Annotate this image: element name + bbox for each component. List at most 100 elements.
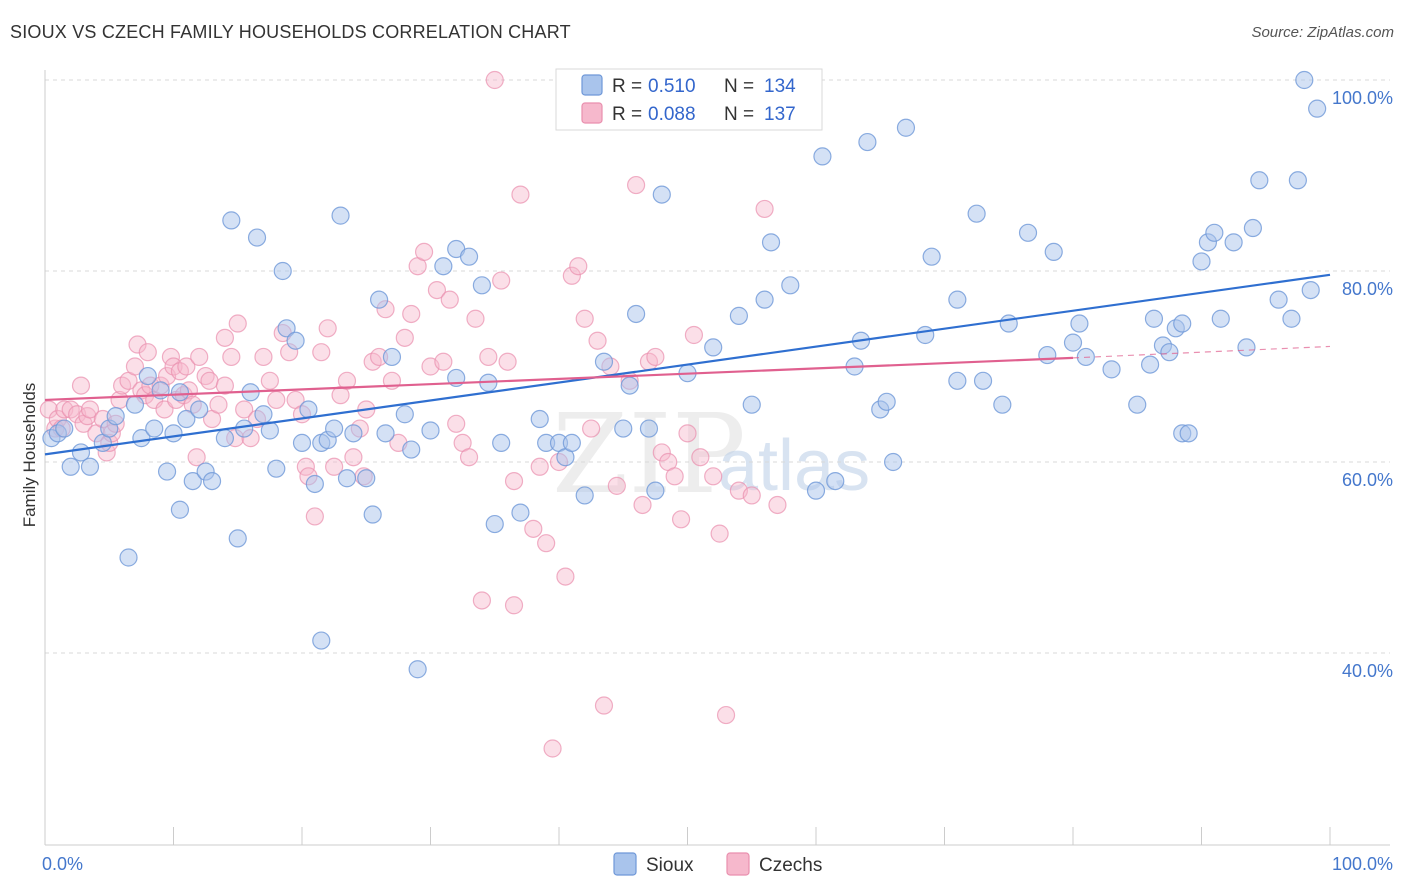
sioux-point [1288, 171, 1307, 190]
czechs-point [318, 319, 337, 338]
czechs-trend-extension [1072, 345, 1331, 359]
sioux-point [222, 211, 241, 230]
czechs-point [459, 448, 479, 467]
sioux-point [408, 660, 427, 679]
czechs-point [537, 534, 556, 553]
sioux-point [896, 118, 916, 137]
czechs-point [562, 266, 581, 285]
sioux-point [639, 419, 659, 438]
sioux-point [247, 228, 267, 247]
sioux-point [395, 405, 414, 424]
sioux-point [1128, 395, 1147, 414]
sioux-point [813, 147, 832, 166]
czechs-point [209, 395, 228, 414]
sioux-point [806, 481, 826, 500]
czechs-point [187, 448, 206, 467]
czechs-point [235, 400, 254, 419]
czechs-point [665, 467, 684, 486]
czechs-point [138, 343, 157, 362]
czechs-point [646, 347, 665, 367]
bottom-legend-swatch-czechs [726, 852, 750, 876]
sioux-point [370, 290, 389, 309]
sioux-point [1160, 343, 1179, 362]
sioux-point [177, 409, 196, 429]
sioux-point [1224, 233, 1243, 252]
czechs-point [440, 290, 459, 309]
sioux-point [472, 276, 491, 295]
legend-n-label-czechs: N = [724, 104, 754, 125]
sioux-point [755, 290, 774, 309]
legend-swatch-sioux [581, 74, 603, 96]
chart-source: Source: ZipAtlas.com [1251, 24, 1394, 41]
sioux-point [530, 409, 549, 429]
sioux-point [402, 440, 421, 459]
czechs-point [556, 567, 575, 586]
czechs-point [215, 376, 234, 395]
czechs-point [434, 352, 453, 371]
legend-r-label-czechs: R = [612, 104, 642, 125]
sioux-point [459, 247, 479, 266]
czechs-point [337, 371, 357, 390]
sioux-point [357, 469, 376, 488]
sioux-series [42, 70, 1327, 679]
czechs-point [582, 419, 601, 438]
czechs-point [671, 510, 691, 529]
czechs-point [447, 414, 466, 433]
czechs-point [678, 424, 697, 443]
legend-n-value-sioux: 134 [764, 76, 796, 97]
axes [44, 70, 1390, 846]
czechs-point [71, 376, 91, 395]
legend: R = 0.510 N = 134 R = 0.088 N = 137 [555, 68, 823, 131]
czechs-point [479, 347, 498, 367]
sioux-point [877, 392, 896, 411]
sioux-point [973, 371, 993, 390]
czechs-point [633, 495, 652, 515]
sioux-point [967, 204, 986, 223]
sioux-point [646, 481, 665, 500]
czechs-point [575, 309, 594, 328]
sioux-point [325, 419, 344, 438]
trend-lines [44, 273, 1331, 456]
czechs-point [524, 519, 543, 538]
czechs-point [228, 314, 247, 333]
sioux-point [254, 405, 273, 424]
sioux-point [1237, 338, 1256, 357]
czechs-point [626, 175, 646, 195]
legend-n-value-czechs: 137 [764, 104, 796, 125]
sioux-point [299, 400, 318, 419]
czechs-point [190, 347, 209, 367]
czechs-point [569, 257, 588, 276]
sioux-point [1173, 314, 1192, 333]
sioux-point [883, 452, 903, 472]
czechs-point [710, 524, 729, 543]
sioux-point [202, 472, 222, 491]
sioux-point [382, 347, 402, 367]
y-tick-label: 40.0% [1342, 661, 1393, 681]
sioux-point [594, 352, 614, 371]
sioux-point [1140, 355, 1160, 374]
czechs-point [222, 347, 241, 367]
czechs-point [716, 705, 736, 725]
czechs-point [125, 357, 145, 376]
sioux-point [916, 325, 935, 345]
sioux-point [170, 383, 190, 402]
sioux-point [485, 514, 504, 534]
sioux-point [190, 400, 209, 419]
czechs-point [325, 457, 344, 476]
czechs-point [305, 507, 324, 526]
sioux-point [511, 503, 530, 522]
sioux-point [1063, 333, 1083, 352]
sioux-point [1269, 290, 1288, 309]
czechs-point [492, 271, 511, 290]
czechs-point [466, 309, 485, 328]
sioux-point [742, 395, 761, 414]
sioux-point [363, 505, 382, 524]
czechs-point [472, 591, 491, 610]
sioux-point [337, 469, 357, 488]
sioux-point [948, 371, 967, 390]
czechs-trend-line [44, 356, 1074, 402]
sioux-point [614, 419, 633, 438]
sioux-point [948, 290, 967, 309]
sioux-point [562, 433, 581, 452]
sioux-point [781, 276, 800, 295]
